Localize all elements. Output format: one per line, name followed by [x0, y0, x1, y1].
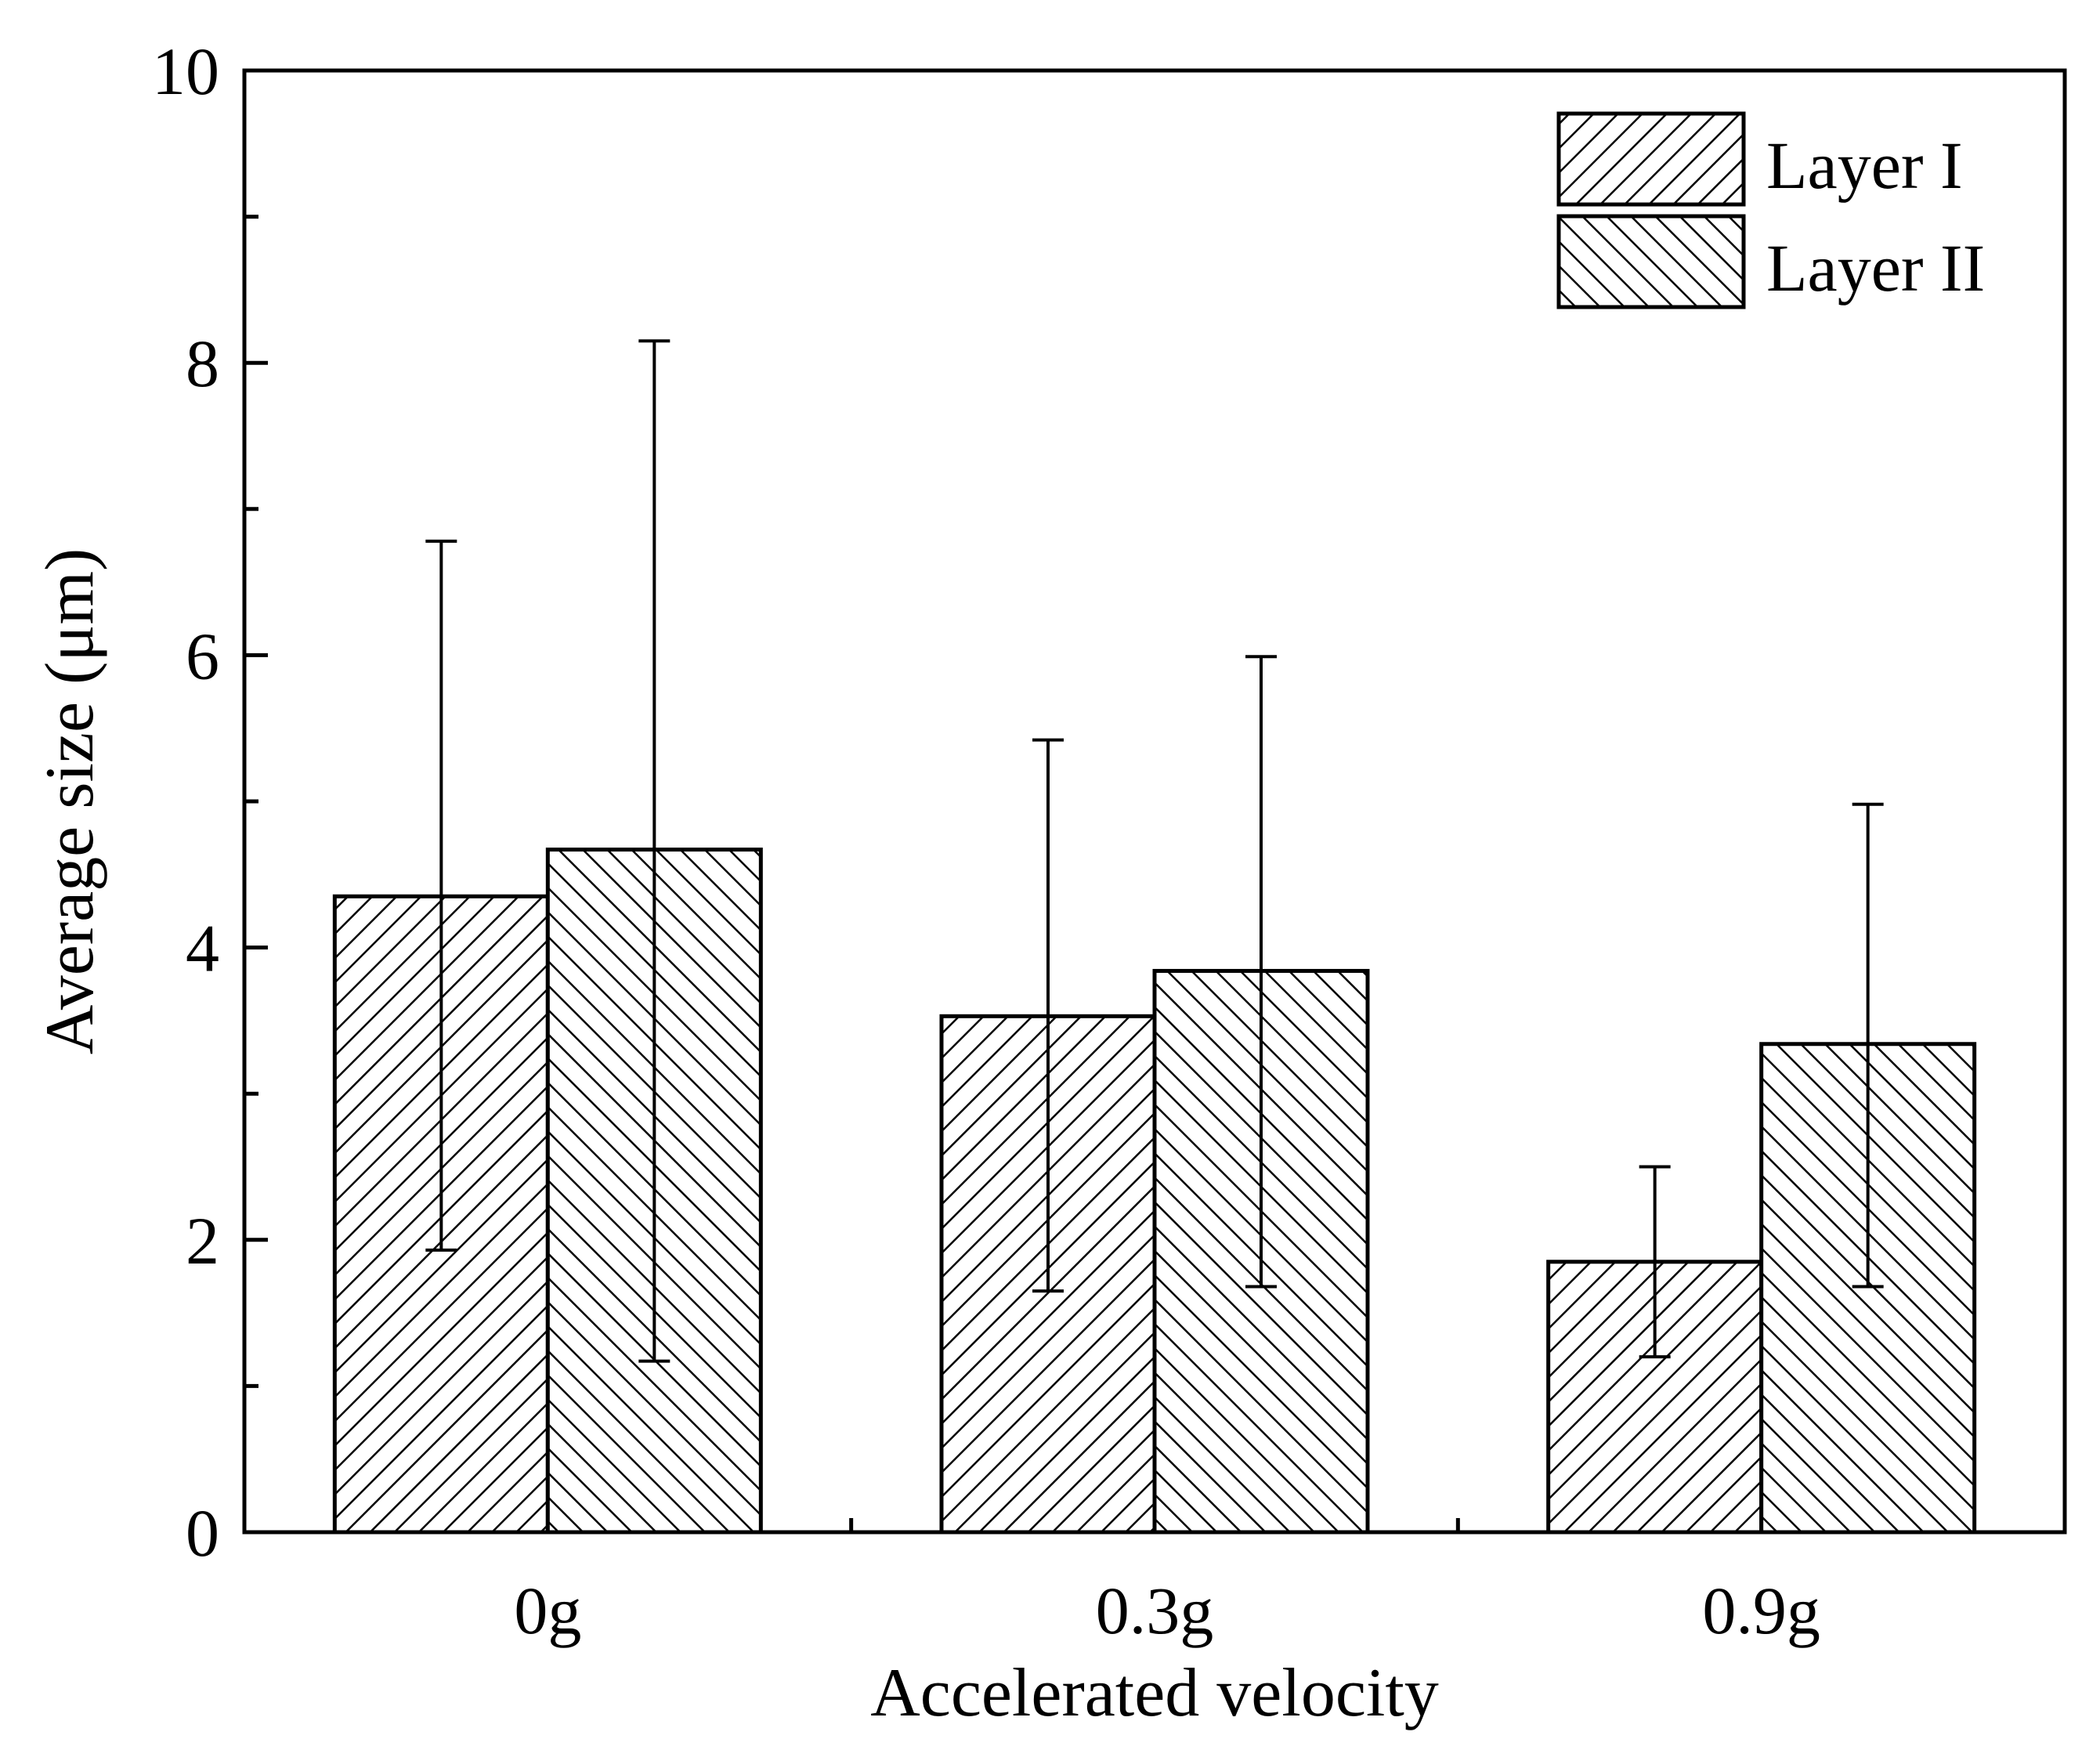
y-axis-title: Average size (μm) — [32, 548, 108, 1055]
x-tick-labels: 0g 0.3g 0.9g — [514, 1573, 1820, 1648]
y-tick-label: 6 — [186, 618, 219, 693]
y-tick-labels: 0 2 4 6 8 10 — [152, 34, 219, 1571]
y-tick-label: 10 — [152, 34, 219, 109]
bars-layer — [332, 848, 1977, 1535]
x-tick-label-0g: 0g — [514, 1573, 581, 1648]
y-tick-label: 4 — [186, 911, 219, 986]
x-tick-label-0.9g: 0.9g — [1702, 1573, 1820, 1648]
legend-swatch-layer-1 — [1556, 111, 1746, 207]
ticks-layer — [244, 68, 1460, 1535]
x-tick-label-0.3g: 0.3g — [1096, 1573, 1214, 1648]
legend-label-layer-2: Layer II — [1766, 230, 1985, 305]
legend-swatch-layer-2 — [1556, 214, 1746, 309]
legend: Layer I Layer II — [1556, 111, 1985, 309]
y-tick-label: 2 — [186, 1203, 219, 1278]
x-axis-title: Accelerated velocity — [870, 1655, 1439, 1731]
error-bars-layer — [425, 339, 1884, 1363]
legend-label-layer-1: Layer I — [1766, 128, 1963, 203]
y-tick-label: 8 — [186, 326, 219, 401]
y-tick-label: 0 — [186, 1495, 219, 1571]
